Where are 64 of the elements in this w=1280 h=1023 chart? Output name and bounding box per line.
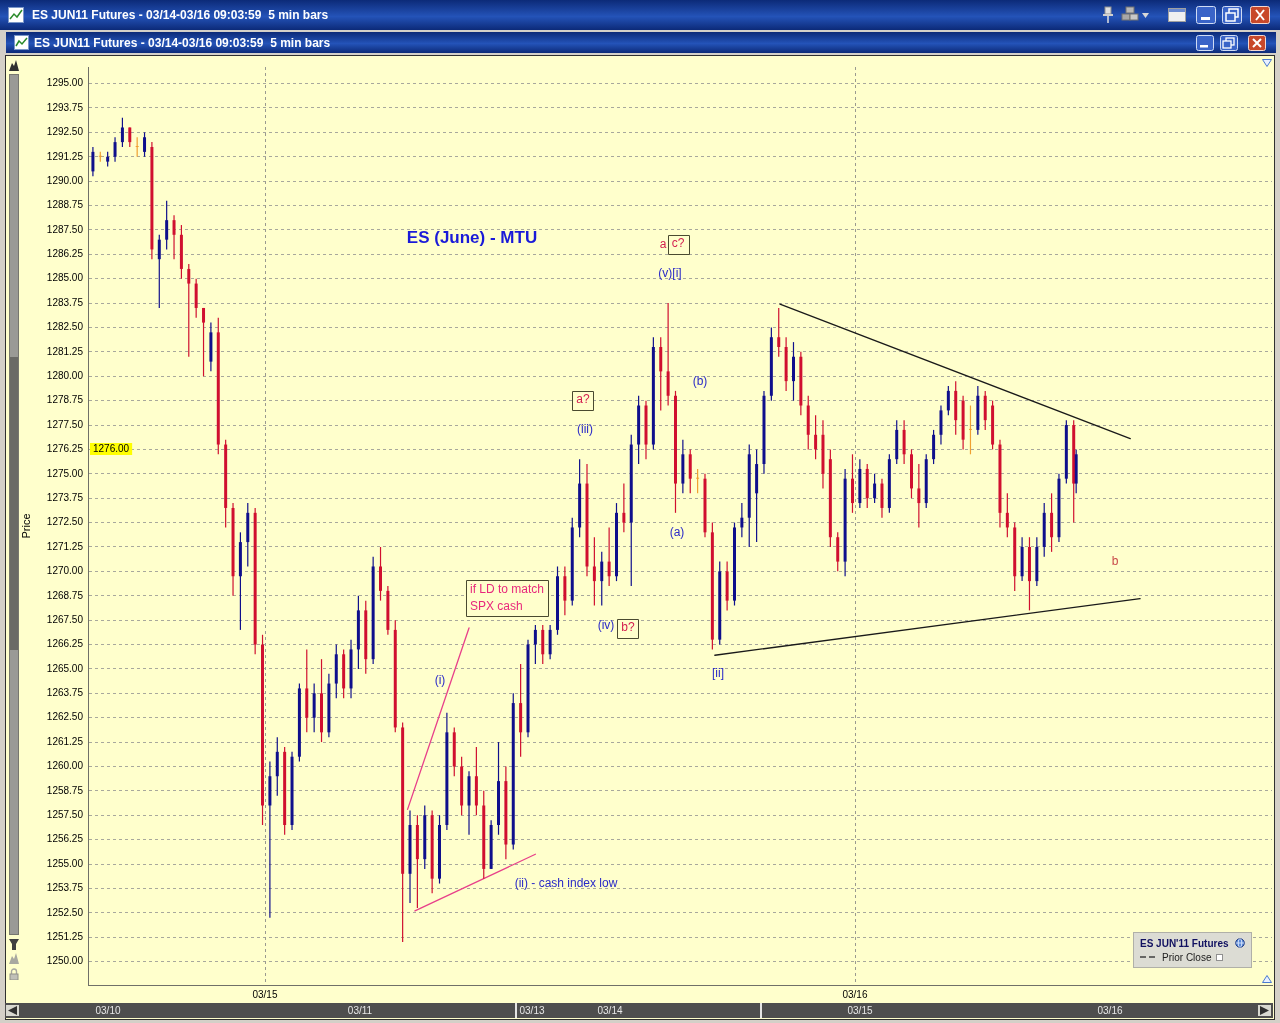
annotation: [ii] — [712, 666, 724, 681]
y-tick-label: 1271.25 — [46, 540, 84, 552]
y-tick-label: 1288.75 — [46, 199, 84, 211]
y-tick-label: 1277.50 — [46, 418, 84, 430]
y-tick-label: 1263.75 — [46, 687, 84, 699]
y-tick-label: 1278.75 — [46, 394, 84, 406]
y-tick-label: 1253.75 — [46, 882, 84, 894]
y-tick-label: 1276.25 — [46, 443, 84, 455]
y-tick-label: 1291.25 — [46, 150, 84, 162]
text: 03/16 — [1097, 1004, 1123, 1017]
y-tick-label: 1283.75 — [46, 296, 84, 308]
y-axis-title: Price — [19, 513, 32, 539]
y-tick-label: 1261.25 — [46, 735, 84, 747]
annotation: (iii) — [577, 422, 593, 437]
text: ES (June) - MTU — [406, 227, 538, 247]
annotation: (ii) - cash index low — [514, 876, 618, 891]
y-tick-label: 1268.75 — [46, 589, 84, 601]
chart-title: ES JUN11 Futures - 03/14-03/16 09:03:59 5 min bars — [32, 8, 329, 22]
y-tick-label: 1267.50 — [46, 613, 84, 625]
text: 03/10 — [95, 1004, 121, 1017]
y-tick-label: 1257.50 — [46, 809, 84, 820]
y-tick-label: 1273.75 — [46, 491, 84, 503]
text: 03/11 — [347, 1004, 373, 1017]
y-tick-label: 1290.00 — [46, 174, 84, 186]
y-tick-label: 1265.00 — [46, 662, 84, 674]
legend-label: Prior Close — [1162, 951, 1212, 963]
y-tick-label: 1255.00 — [46, 857, 84, 869]
annotation: b — [1111, 554, 1119, 569]
y-tick-label: 1282.50 — [46, 321, 84, 333]
y-tick-label: 1251.25 — [46, 930, 84, 942]
y-tick-label: 1262.50 — [46, 711, 84, 723]
annotation: (iv) — [597, 618, 615, 633]
y-tick-label: 1286.25 — [46, 248, 84, 260]
annotation: (b) — [692, 374, 708, 389]
y-tick-label: 1287.50 — [46, 223, 84, 235]
y-tick-label: 1275.00 — [46, 467, 84, 479]
legend-title: ES JUN'11 Futures — [1140, 937, 1229, 949]
annotation: a? — [576, 392, 590, 407]
annotation: b? — [621, 620, 635, 635]
y-tick-label: 1285.00 — [46, 272, 84, 284]
annotation: (v)[i] — [658, 266, 682, 281]
y-tick-label: 1252.50 — [46, 906, 84, 918]
y-tick-label: 1280.00 — [46, 370, 84, 381]
annotation: (a) — [669, 525, 685, 540]
text: 03/13 — [519, 1004, 545, 1017]
y-tick-label: 1258.75 — [46, 784, 84, 796]
y-tick-label: 1272.50 — [46, 516, 84, 528]
y-tick-label: 1260.00 — [46, 760, 84, 772]
y-tick-label: 1295.00 — [46, 77, 84, 89]
text: 03/14 — [597, 1004, 623, 1017]
y-tick-label: 1270.00 — [46, 565, 84, 577]
annotation: if LD to match SPX cash — [469, 581, 545, 613]
annotation: 1276.00 — [93, 442, 130, 454]
y-tick-label: 1266.25 — [46, 638, 84, 650]
y-tick-label: 1292.50 — [46, 126, 84, 138]
chart-title: ES JUN11 Futures - 03/14-03/16 09:03:59 5 min bars — [34, 36, 331, 50]
annotation: (i) — [434, 673, 446, 688]
y-tick-label: 1293.75 — [46, 101, 84, 113]
y-tick-label: 1250.00 — [46, 955, 84, 967]
y-tick-label: 1281.25 — [46, 345, 84, 357]
annotation: a — [659, 237, 667, 252]
text: 03/15 — [847, 1004, 873, 1017]
y-tick-label: 1256.25 — [46, 833, 84, 845]
annotation: c? — [671, 236, 685, 251]
